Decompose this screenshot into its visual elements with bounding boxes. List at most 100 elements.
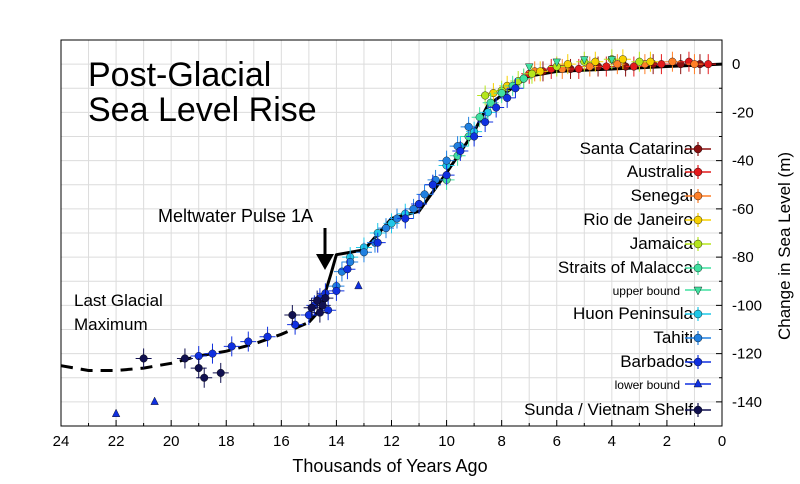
- legend-label: Huon Peninsula: [573, 304, 694, 323]
- chart-title-line-2: Sea Level Rise: [88, 91, 317, 129]
- point-barbados: [442, 171, 451, 180]
- point-barbados: [492, 103, 501, 112]
- point-sunda-vietnam-shelf: [318, 301, 327, 310]
- legend-label: lower bound: [615, 378, 680, 392]
- chart-title-line-1: Post-Glacial: [88, 56, 271, 94]
- y-tick-label: -120: [732, 346, 762, 363]
- point-sunda-vietnam-shelf: [180, 354, 189, 363]
- legend-marker: [693, 263, 703, 273]
- legend-marker: [693, 239, 703, 249]
- axis-ticks: 24 22 20 18 16 14 12 10 8 6 4 2 00-20-40-60-80-100-1…: [53, 39, 762, 450]
- point-rio-de-janeiro: [646, 57, 655, 66]
- point-sunda-vietnam-shelf: [216, 368, 225, 377]
- legend-label: Santa Catarina: [580, 139, 694, 158]
- point-barbados: [428, 180, 437, 189]
- point-barbados: [227, 342, 236, 351]
- point-barbados: [324, 306, 333, 315]
- point-sunda-vietnam-shelf: [307, 303, 316, 312]
- point-lower-bound: [354, 280, 363, 290]
- x-tick-label: 0: [718, 433, 726, 450]
- point-australia: [629, 62, 638, 71]
- legend-marker: [693, 333, 703, 343]
- point-australia: [704, 60, 713, 69]
- point-upper-bound: [580, 56, 589, 65]
- legend: Santa Catarina Australia Senegal Rio de Jan…: [524, 139, 711, 419]
- legend-marker: [693, 378, 703, 388]
- point-barbados: [511, 84, 520, 93]
- legend-label: Sunda / Vietnam Shelf: [524, 400, 693, 419]
- point-rio-de-janeiro: [563, 60, 572, 69]
- point-sunda-vietnam-shelf: [200, 373, 209, 382]
- point-huon-peninsula: [387, 219, 396, 228]
- annotation-last-glacial-line-1: Last Glacial: [74, 291, 163, 310]
- x-tick-label: 12: [383, 433, 400, 450]
- point-tahiti: [442, 156, 451, 165]
- x-tick-label: 4: [608, 433, 616, 450]
- legend-marker: [693, 215, 703, 225]
- x-tick-label: 24: [53, 433, 70, 450]
- point-barbados: [304, 311, 313, 320]
- point-barbados: [470, 132, 479, 141]
- point-sunda-vietnam-shelf: [313, 296, 322, 305]
- y-tick-label: -20: [732, 104, 754, 121]
- legend-label: Senegal: [631, 186, 693, 205]
- point-tahiti: [346, 257, 355, 266]
- point-senegal: [613, 60, 622, 69]
- point-sunda-vietnam-shelf: [315, 308, 324, 317]
- legend-marker: [693, 167, 703, 177]
- x-tick-label: 10: [438, 433, 455, 450]
- point-australia: [657, 60, 666, 69]
- point-barbados: [291, 320, 300, 329]
- point-australia: [602, 62, 611, 71]
- y-tick-label: -40: [732, 153, 754, 170]
- x-tick-label: 2: [663, 433, 671, 450]
- point-tahiti: [420, 190, 429, 199]
- x-tick-label: 18: [218, 433, 235, 450]
- annotation-meltwater-pulse: Meltwater Pulse 1A: [158, 206, 313, 226]
- point-upper-bound: [525, 63, 534, 72]
- point-upper-bound: [552, 58, 561, 67]
- y-tick-label: -140: [732, 394, 762, 411]
- legend-label: Straits of Malacca: [558, 258, 694, 277]
- point-senegal: [690, 60, 699, 69]
- annotation-last-glacial-line-2: Maximum: [74, 315, 148, 334]
- point-barbados: [244, 337, 253, 346]
- x-tick-label: 22: [108, 433, 125, 450]
- x-tick-label: 6: [553, 433, 561, 450]
- point-rio-de-janeiro: [536, 67, 545, 76]
- point-straits-of-malacca: [497, 89, 506, 98]
- point-barbados: [373, 238, 382, 247]
- y-tick-label: 0: [732, 56, 740, 73]
- point-huon-peninsula: [483, 108, 492, 117]
- point-barbados: [401, 214, 410, 223]
- legend-marker: [693, 286, 703, 296]
- y-axis-label: Change in Sea Level (m): [775, 152, 794, 340]
- point-straits-of-malacca: [486, 98, 495, 107]
- point-barbados: [415, 200, 424, 209]
- point-barbados: [263, 332, 272, 341]
- x-axis-label: Thousands of Years Ago: [292, 456, 487, 476]
- y-tick-label: -100: [732, 297, 762, 314]
- point-tahiti: [409, 204, 418, 213]
- point-sunda-vietnam-shelf: [321, 294, 330, 303]
- legend-marker: [693, 144, 703, 154]
- x-tick-label: 20: [163, 433, 180, 450]
- point-barbados: [208, 349, 217, 358]
- point-jamaica: [481, 91, 490, 100]
- point-lower-bound: [150, 396, 159, 405]
- legend-marker: [693, 357, 703, 367]
- legend-label: Barbados: [620, 352, 693, 371]
- point-sunda-vietnam-shelf: [139, 354, 148, 363]
- point-barbados: [481, 118, 490, 127]
- point-tahiti: [359, 248, 368, 257]
- point-barbados: [456, 146, 465, 155]
- x-tick-label: 14: [328, 433, 345, 450]
- x-tick-label: 8: [497, 433, 505, 450]
- point-sunda-vietnam-shelf: [194, 364, 203, 373]
- point-santa-catarina: [676, 60, 685, 69]
- point-senegal: [668, 57, 677, 66]
- point-tahiti: [381, 224, 390, 233]
- y-tick-label: -60: [732, 201, 754, 218]
- meltwater-arrow: [316, 228, 334, 270]
